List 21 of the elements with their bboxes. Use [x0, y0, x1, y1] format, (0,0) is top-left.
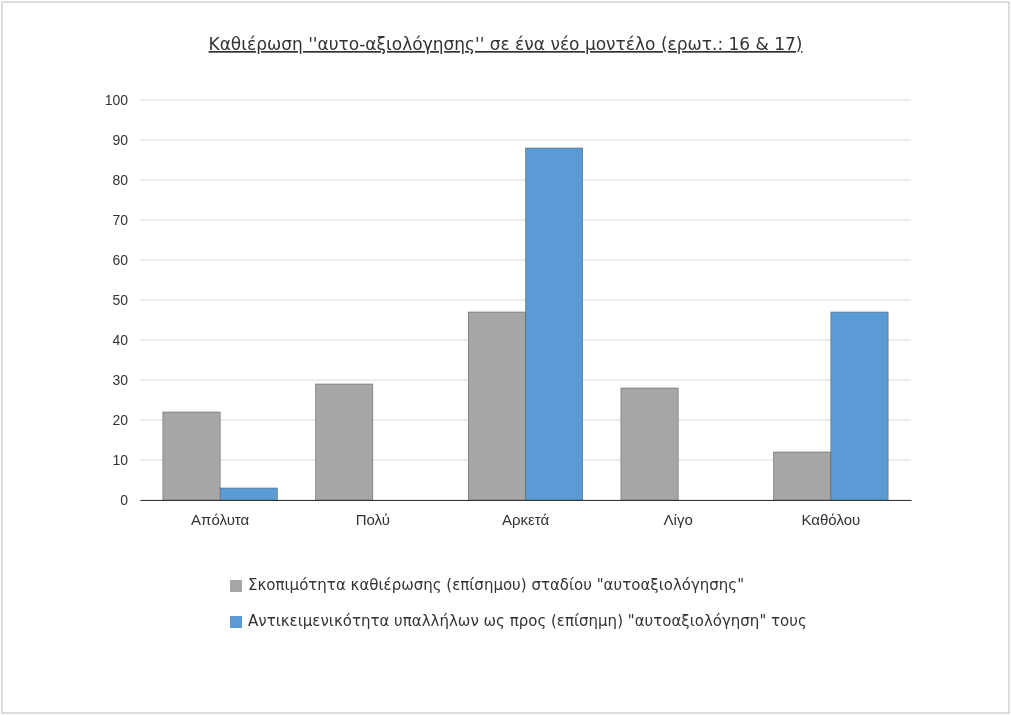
legend-label: Αντικειμενικότητα υπαλλήλων ως προς (επίσημη) "αυτοαξιολόγηση" τους: [248, 612, 807, 630]
y-tick-label: 100: [104, 91, 129, 108]
y-tick-label: 60: [112, 251, 129, 268]
legend-label: Σκοπιμότητα καθιέρωσης (επίσημου) σταδίου "αυτοαξιολόγησης": [248, 576, 745, 594]
y-tick-label: 50: [112, 291, 129, 308]
y-tick-label: 10: [112, 451, 129, 468]
y-tick-label: 90: [112, 131, 129, 148]
y-tick-label: 80: [112, 171, 129, 188]
x-tick-label: Λίγο: [663, 510, 693, 528]
x-tick-label: Καθόλου: [801, 510, 861, 528]
bar: [315, 383, 374, 501]
y-tick-label: 70: [112, 211, 129, 228]
x-tick-label: Πολύ: [355, 510, 390, 528]
x-tick-label: Απόλυτα: [191, 510, 250, 528]
y-tick-label: 30: [112, 371, 129, 388]
x-tick-label: Αρκετά: [501, 510, 550, 528]
bar: [620, 387, 679, 501]
y-tick-label: 0: [120, 491, 129, 508]
chart-title: Καθιέρωση ''αυτο-αξιολόγησης'' σε ένα νέο μοντέλο (ερωτ.: 16 & 17): [208, 34, 803, 54]
y-tick-label: 20: [112, 411, 129, 428]
y-tick-label: 40: [112, 331, 129, 348]
